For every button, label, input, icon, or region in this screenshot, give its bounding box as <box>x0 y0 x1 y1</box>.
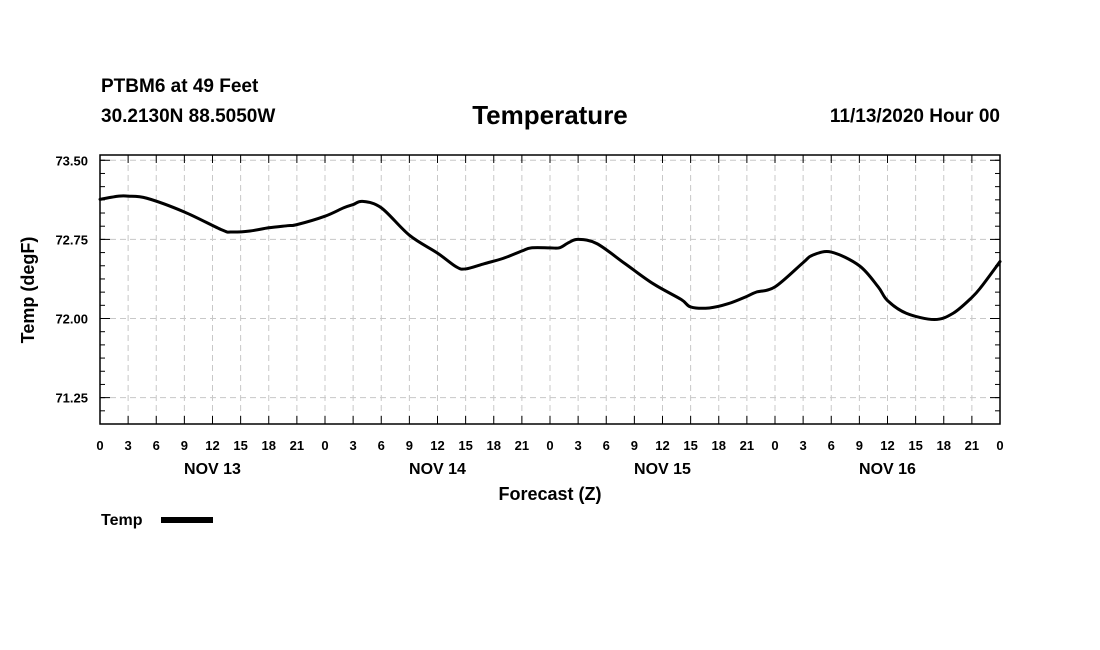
series-group <box>98 194 1002 322</box>
chart-title: Temperature <box>472 100 628 130</box>
x-axis: 0 3 6 9 12 15 18 21 0 3 6 9 12 15 18 21 0 3 6 9 12 15 18 21 0 3 6 9… <box>96 155 1004 478</box>
x-tick-label: 12 <box>880 438 894 453</box>
x-tick-label: 18 <box>487 438 501 453</box>
x-tick-label: 15 <box>458 438 472 453</box>
legend: Temp <box>101 512 213 529</box>
x-tick-label: 9 <box>631 438 638 453</box>
y-tick-label: 72.00 <box>55 312 88 327</box>
y-tick-label: 73.50 <box>55 153 88 168</box>
x-tick-label: 21 <box>740 438 754 453</box>
x-tick-label: 18 <box>712 438 726 453</box>
x-tick-label: 0 <box>546 438 553 453</box>
coordinates-label: 30.2130N 88.5050W <box>101 106 276 127</box>
x-tick-label: 6 <box>603 438 610 453</box>
x-tick-label: 3 <box>350 438 357 453</box>
forecast-datetime: 11/13/2020 Hour 00 <box>829 106 1000 127</box>
x-tick-label: 21 <box>515 438 529 453</box>
x-tick-label: 15 <box>683 438 697 453</box>
x-axis-title: Forecast (Z) <box>498 484 601 504</box>
x-tick-label: 12 <box>430 438 444 453</box>
x-tick-label: 21 <box>965 438 979 453</box>
x-tick-label: 9 <box>181 438 188 453</box>
x-day-label: NOV 16 <box>859 461 916 478</box>
x-tick-label: 0 <box>996 438 1003 453</box>
x-day-label: NOV 13 <box>184 461 241 478</box>
x-day-label: NOV 14 <box>409 461 466 478</box>
x-tick-label: 0 <box>321 438 328 453</box>
x-tick-label: 18 <box>262 438 276 453</box>
x-tick-label: 12 <box>655 438 669 453</box>
x-tick-label: 6 <box>828 438 835 453</box>
x-tick-label: 15 <box>908 438 922 453</box>
x-tick-label: 3 <box>800 438 807 453</box>
x-tick-label: 6 <box>378 438 385 453</box>
grid <box>100 155 1000 424</box>
y-tick-label: 71.25 <box>55 391 88 406</box>
x-tick-label: 6 <box>153 438 160 453</box>
series-line-temp <box>98 194 1002 322</box>
x-tick-label: 15 <box>233 438 247 453</box>
x-tick-label: 3 <box>125 438 132 453</box>
x-tick-label: 18 <box>937 438 951 453</box>
x-tick-label: 9 <box>856 438 863 453</box>
x-tick-label: 0 <box>96 438 103 453</box>
x-tick-label: 0 <box>771 438 778 453</box>
y-tick-label: 72.75 <box>55 232 88 247</box>
legend-label-temp: Temp <box>101 512 143 529</box>
y-axis: 71.25 72.00 72.75 73.50 <box>55 153 1000 425</box>
x-tick-label: 3 <box>575 438 582 453</box>
x-tick-label: 21 <box>290 438 304 453</box>
x-tick-label: 9 <box>406 438 413 453</box>
x-tick-label: 12 <box>205 438 219 453</box>
station-label: PTBM6 at 49 Feet <box>101 76 259 97</box>
x-day-label: NOV 15 <box>634 461 691 478</box>
y-axis-title: Temp (degF) <box>18 237 38 344</box>
